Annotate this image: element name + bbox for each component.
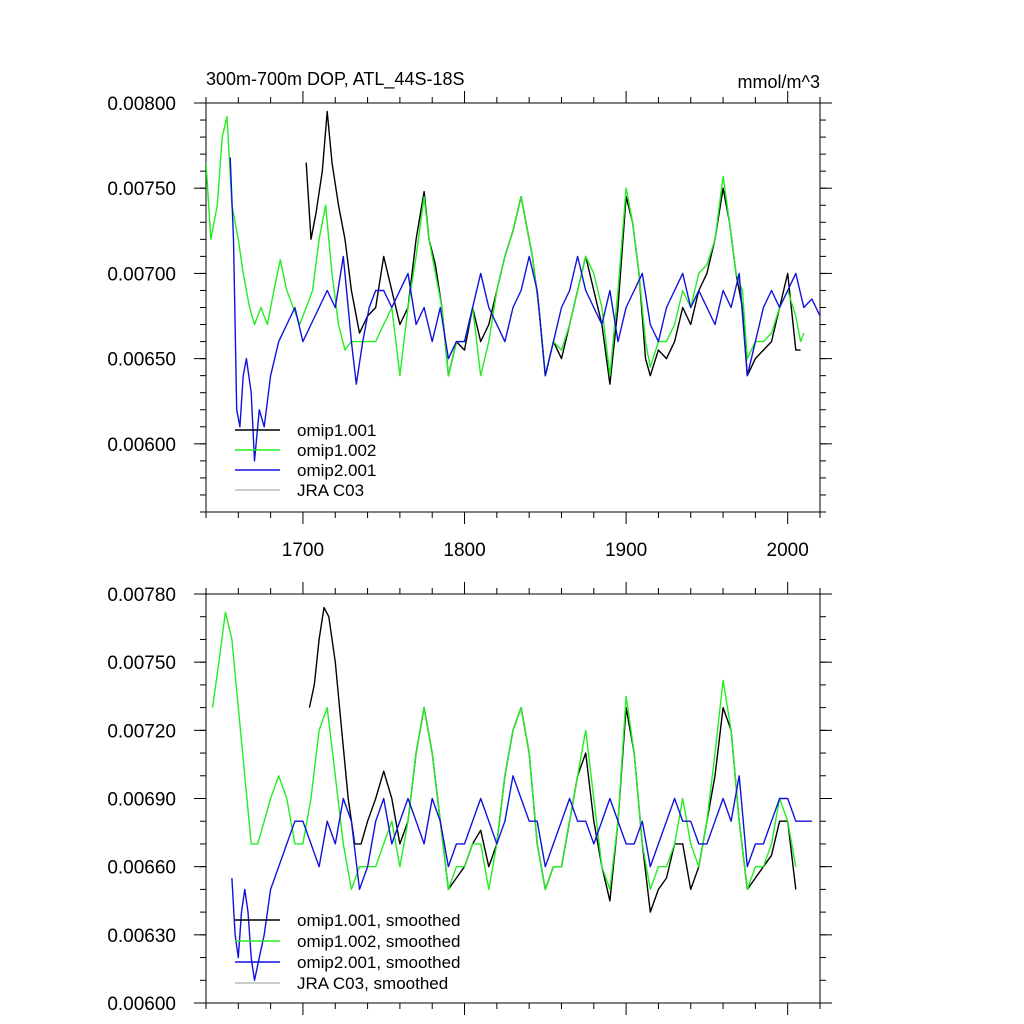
y-tick-label: 0.00700 [107, 264, 176, 285]
legend-label: omip1.001 [297, 421, 376, 440]
legend-label: JRA C03 [297, 481, 364, 500]
series-line-omip1-001-smoothed [308, 606, 797, 913]
y-tick-label: 0.00600 [107, 435, 176, 456]
y-tick-label: 0.00720 [107, 721, 176, 742]
x-tick-label: 1800 [443, 540, 485, 561]
y-tick-label: 0.00630 [107, 926, 176, 947]
y-tick-label: 0.00750 [107, 179, 176, 200]
x-tick-label: 1900 [605, 540, 647, 561]
units-label: mmol/m^3 [738, 72, 820, 92]
legend-label: omip1.002, smoothed [297, 932, 461, 951]
series-line-omip1-002 [206, 115, 805, 377]
series-line-omip2-001-smoothed [231, 775, 812, 981]
y-tick-label: 0.00800 [107, 94, 176, 115]
y-tick-label: 0.00780 [107, 585, 176, 606]
legend-label: omip2.001, smoothed [297, 953, 461, 972]
y-tick-label: 0.00600 [107, 994, 176, 1015]
y-tick-label: 0.00660 [107, 858, 176, 879]
y-tick-label: 0.00690 [107, 790, 176, 811]
chart-title: 300m-700m DOP, ATL_44S-18S [206, 69, 464, 90]
x-tick-label: 2000 [767, 540, 809, 561]
legend-label: omip1.002 [297, 441, 376, 460]
bottom-panel: 0.00600 0.00630 0.00660 0.00690 0.00720 0.007… [107, 582, 832, 1015]
y-tick-label: 0.00650 [107, 350, 176, 371]
legend-label: JRA C03, smoothed [297, 974, 448, 993]
y-tick-label: 0.00750 [107, 653, 176, 674]
series-line-omip1-002-smoothed [211, 611, 797, 891]
legend-label: omip2.001 [297, 461, 376, 480]
series-line-omip2-001 [229, 157, 820, 462]
x-tick-label: 1700 [282, 540, 324, 561]
top-panel: 1700 1800 1900 2000 0.00600 0.00650 0.00700 0.0… [107, 69, 832, 561]
legend-label: omip1.001, smoothed [297, 911, 461, 930]
